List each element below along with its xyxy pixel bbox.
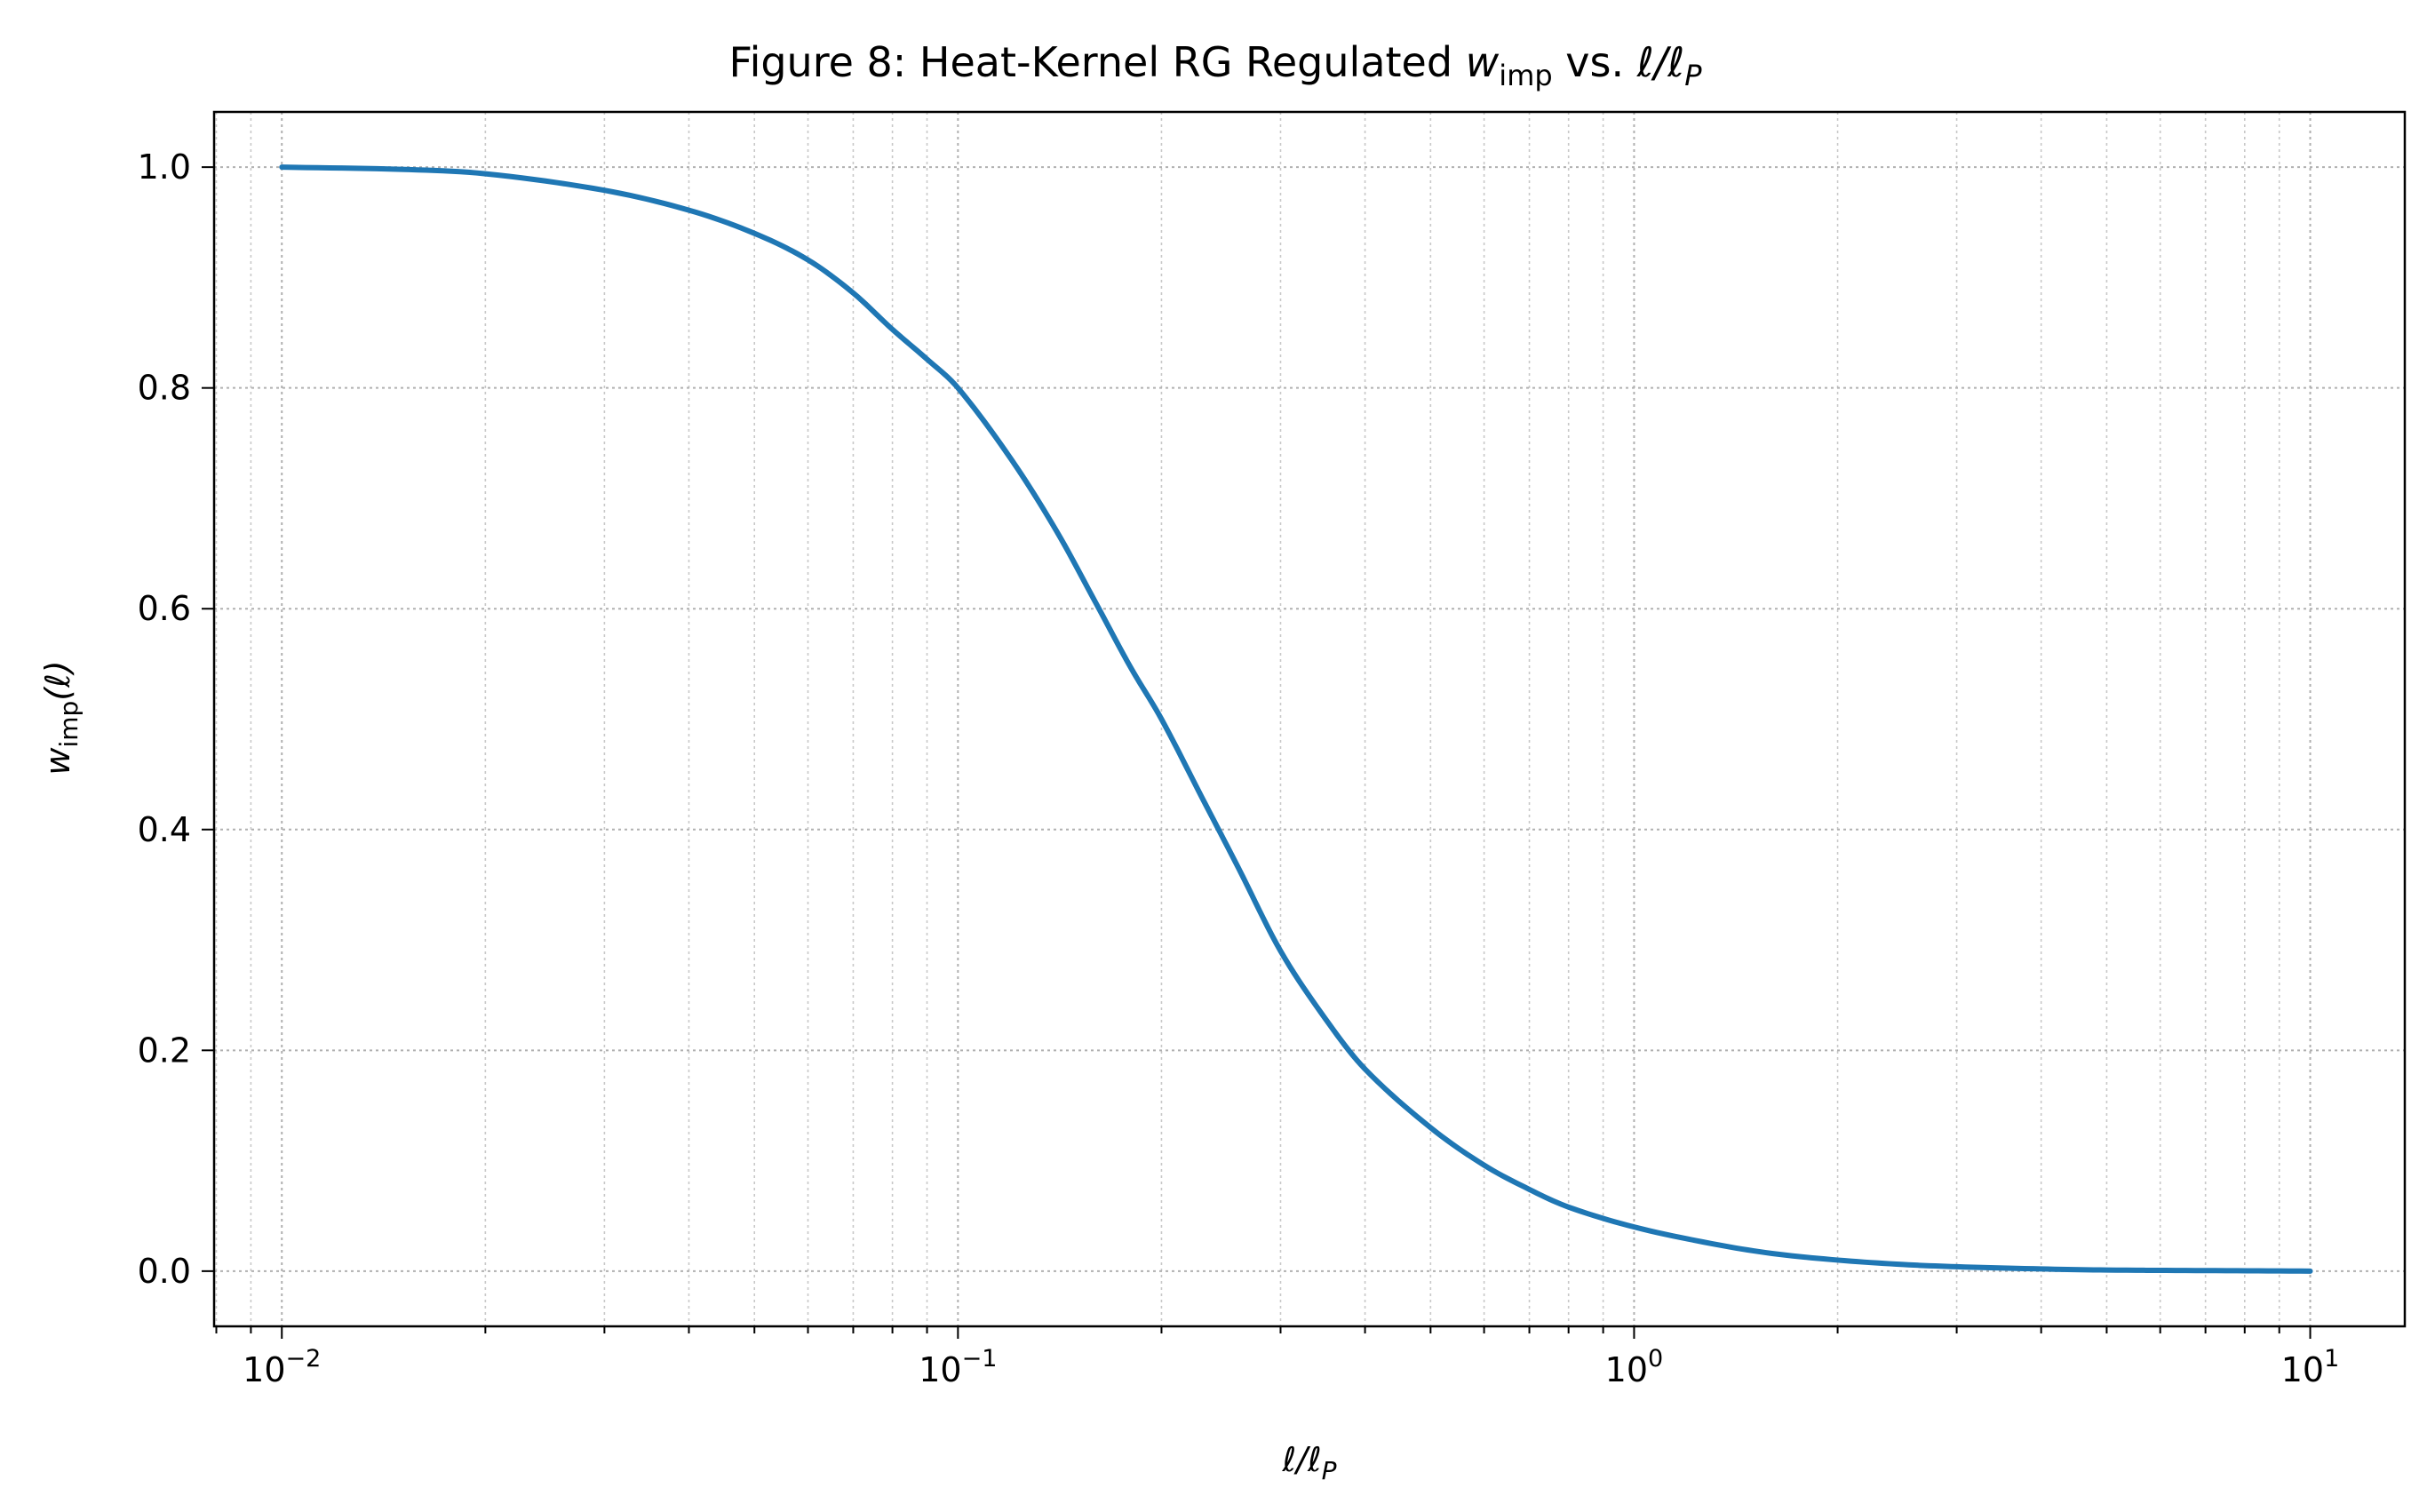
y-axis-label-var: w — [38, 747, 77, 776]
title-tail-subscript: P — [1684, 59, 1702, 92]
y-tick-label: 1.0 — [138, 147, 191, 187]
y-tick-label: 0.0 — [138, 1252, 191, 1291]
x-axis-label-main: ℓ/ℓ — [1281, 1440, 1321, 1479]
title-middle: vs. — [1553, 38, 1637, 86]
y-axis-label-subscript: imp — [54, 701, 84, 748]
series-layer — [279, 164, 2313, 1274]
x-axis-label-subscript: P — [1322, 1456, 1337, 1485]
y-tick-label: 0.8 — [138, 369, 191, 408]
x-tick-label: 100 — [1605, 1345, 1664, 1389]
title-var-subscript: imp — [1499, 59, 1552, 92]
title-prefix: Figure 8: Heat-Kernel RG Regulated — [728, 38, 1465, 86]
x-tick-labels: 10−2 10−1 100 101 — [243, 1345, 2339, 1389]
series-line — [279, 164, 2313, 1274]
x-tick-label: 10−2 — [243, 1345, 321, 1389]
x-tick-label: 101 — [2281, 1345, 2340, 1389]
plot-frame — [212, 110, 2407, 1328]
major-gridlines — [214, 112, 2405, 1326]
x-tick-label: 10−1 — [919, 1345, 997, 1389]
y-tick-labels: 0.0 0.2 0.4 0.6 0.8 1.0 — [138, 147, 191, 1291]
y-tick-label: 0.2 — [138, 1031, 191, 1070]
tick-marks — [202, 166, 2312, 1339]
y-tick-label: 0.6 — [138, 589, 191, 628]
y-tick-label: 0.4 — [138, 810, 191, 849]
x-axis-label: ℓ/ℓP — [1281, 1440, 1336, 1485]
title-var: w — [1466, 38, 1500, 86]
title-tail: ℓ/ℓ — [1636, 38, 1685, 86]
y-axis-label-argument: (ℓ) — [38, 660, 77, 700]
y-axis-label: wimp(ℓ) — [38, 660, 84, 775]
chart-title: Figure 8: Heat-Kernel RG Regulated wimp … — [728, 38, 1702, 92]
